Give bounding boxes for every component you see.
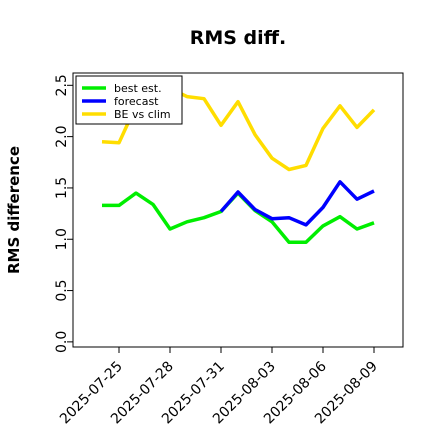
y-tick-label: 0.0 xyxy=(54,331,70,353)
legend-label-forecast: forecast xyxy=(114,95,159,108)
series-line-best-est xyxy=(102,191,375,245)
y-tick-label: 2.0 xyxy=(54,125,70,147)
legend-label-best-est: best est. xyxy=(114,82,162,95)
chart-title: RMS diff. xyxy=(190,27,287,49)
plot-frame xyxy=(72,72,404,348)
y-tick-label: 0.5 xyxy=(54,279,70,301)
legend-label-be-vs-clim: BE vs clim xyxy=(114,108,171,121)
y-tick-label: 1.0 xyxy=(54,228,70,250)
y-tick-label: 2.5 xyxy=(54,74,70,96)
series-line-forecast xyxy=(219,180,375,227)
plot-area: 0.00.51.01.52.02.52025-07-252025-07-2820… xyxy=(54,72,404,427)
y-axis-label: RMS difference xyxy=(5,146,23,274)
y-tick-label: 1.5 xyxy=(54,177,70,199)
